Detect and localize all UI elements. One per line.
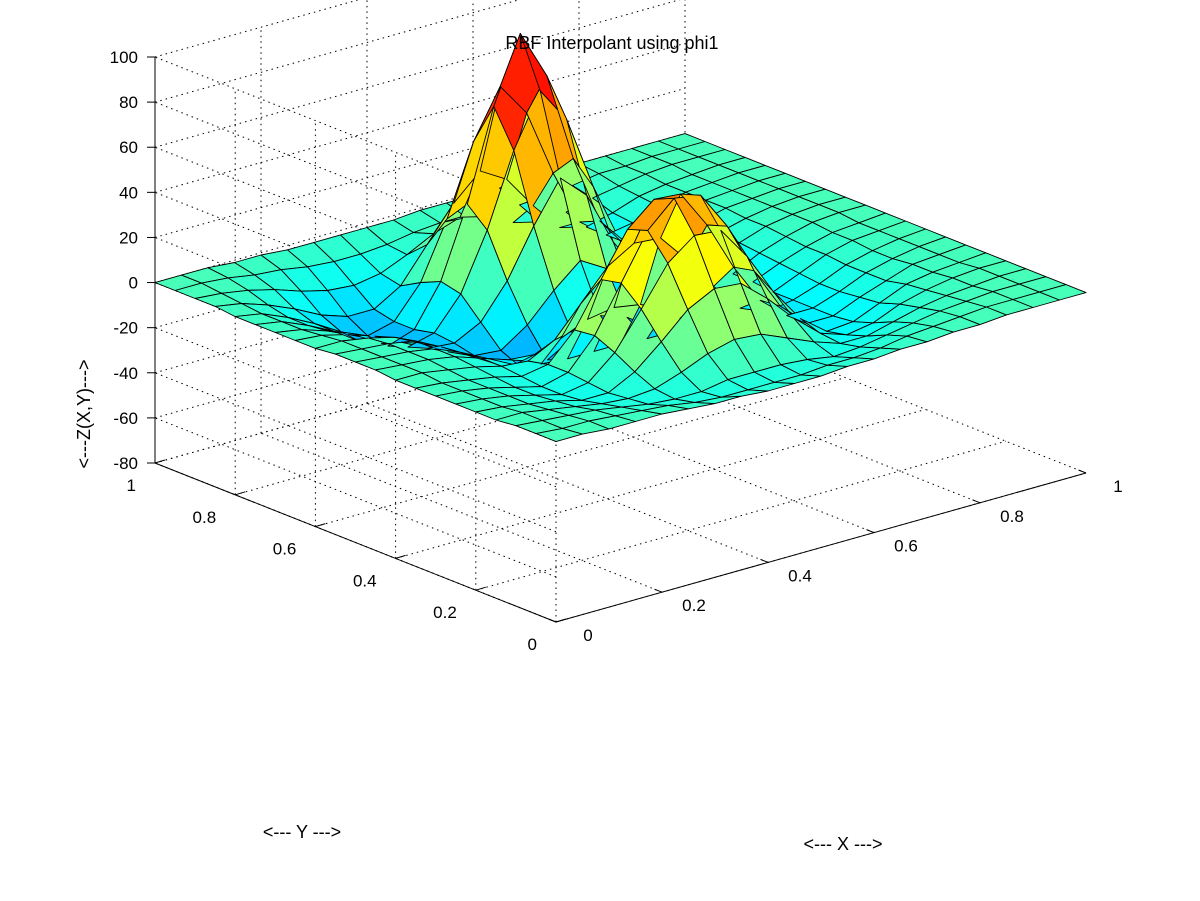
z-grid-line	[154, 42, 686, 193]
y-tick-mark	[154, 459, 166, 464]
y-tick-mark	[475, 586, 486, 591]
x-tick-label: 0	[583, 626, 592, 645]
x-tick-label: 1	[1113, 477, 1122, 496]
z-grid-line	[154, 0, 681, 148]
x-tick-mark	[654, 588, 663, 593]
y-tick-label: 0.8	[193, 508, 217, 527]
y-tick-label: 0.2	[433, 603, 457, 622]
x-axis-line	[555, 472, 1087, 623]
z-tick-label: -20	[113, 319, 138, 338]
x-grid-line	[260, 432, 663, 593]
y-tick-label: 0.6	[273, 540, 297, 559]
x-tick-label: 0.6	[894, 537, 918, 556]
z-tick-label: 100	[110, 48, 138, 67]
y-grid-line	[395, 408, 926, 559]
z-grid-line	[154, 372, 557, 533]
surface-mesh	[154, 33, 1087, 443]
x-grid-line	[472, 373, 875, 534]
z-tick-label: -80	[113, 454, 138, 473]
x-tick-mark	[866, 529, 875, 534]
z-grid-line	[154, 417, 557, 578]
y-tick-label: 1	[127, 476, 136, 495]
x-axis-label: <--- X --->	[804, 834, 883, 854]
z-tick-label: 60	[119, 138, 138, 157]
y-tick-label: 0.4	[353, 571, 377, 590]
z-tick-label: 20	[119, 228, 138, 247]
z-grid-line	[154, 0, 521, 103]
z-grid-line	[154, 87, 686, 238]
x-grid-line	[578, 343, 981, 504]
x-grid-line	[366, 402, 769, 563]
chart-title: RBF Interpolant using phi1	[505, 33, 718, 53]
z-tick-label: 0	[129, 274, 138, 293]
y-axis-label: <--- Y --->	[263, 822, 341, 842]
z-grid-line	[154, 327, 557, 488]
z-tick-label: 40	[119, 183, 138, 202]
x-tick-label: 0.2	[682, 596, 706, 615]
y-tick-mark	[555, 618, 567, 623]
y-tick-mark	[235, 491, 246, 496]
y-tick-mark	[315, 523, 326, 528]
x-tick-mark	[972, 499, 981, 504]
y-grid-line	[475, 440, 1006, 591]
x-tick-label: 0.8	[1000, 507, 1024, 526]
x-tick-mark	[548, 618, 557, 623]
x-tick-mark	[1078, 469, 1087, 474]
y-tick-mark	[395, 554, 406, 559]
z-grid-line	[154, 133, 686, 284]
x-tick-mark	[760, 558, 769, 563]
x-tick-label: 0.4	[788, 566, 812, 585]
surface-facet	[1039, 284, 1087, 301]
y-axis-line	[154, 462, 557, 623]
y-tick-label: 0	[528, 635, 537, 654]
tick-labels: 0 0.2 0.4 0.6 0.8 1 0 0.2 0.4 0.6 0.8 1 -80 -60 -40 -20…	[110, 48, 1123, 654]
z-tick-label: -60	[113, 409, 138, 428]
y-grid-line	[315, 377, 846, 528]
z-axis-label: <---Z(X,Y)--->	[74, 360, 94, 469]
z-tick-label: 80	[119, 93, 138, 112]
x-grid-line	[684, 313, 1087, 474]
z-tick-label: -40	[113, 364, 138, 383]
